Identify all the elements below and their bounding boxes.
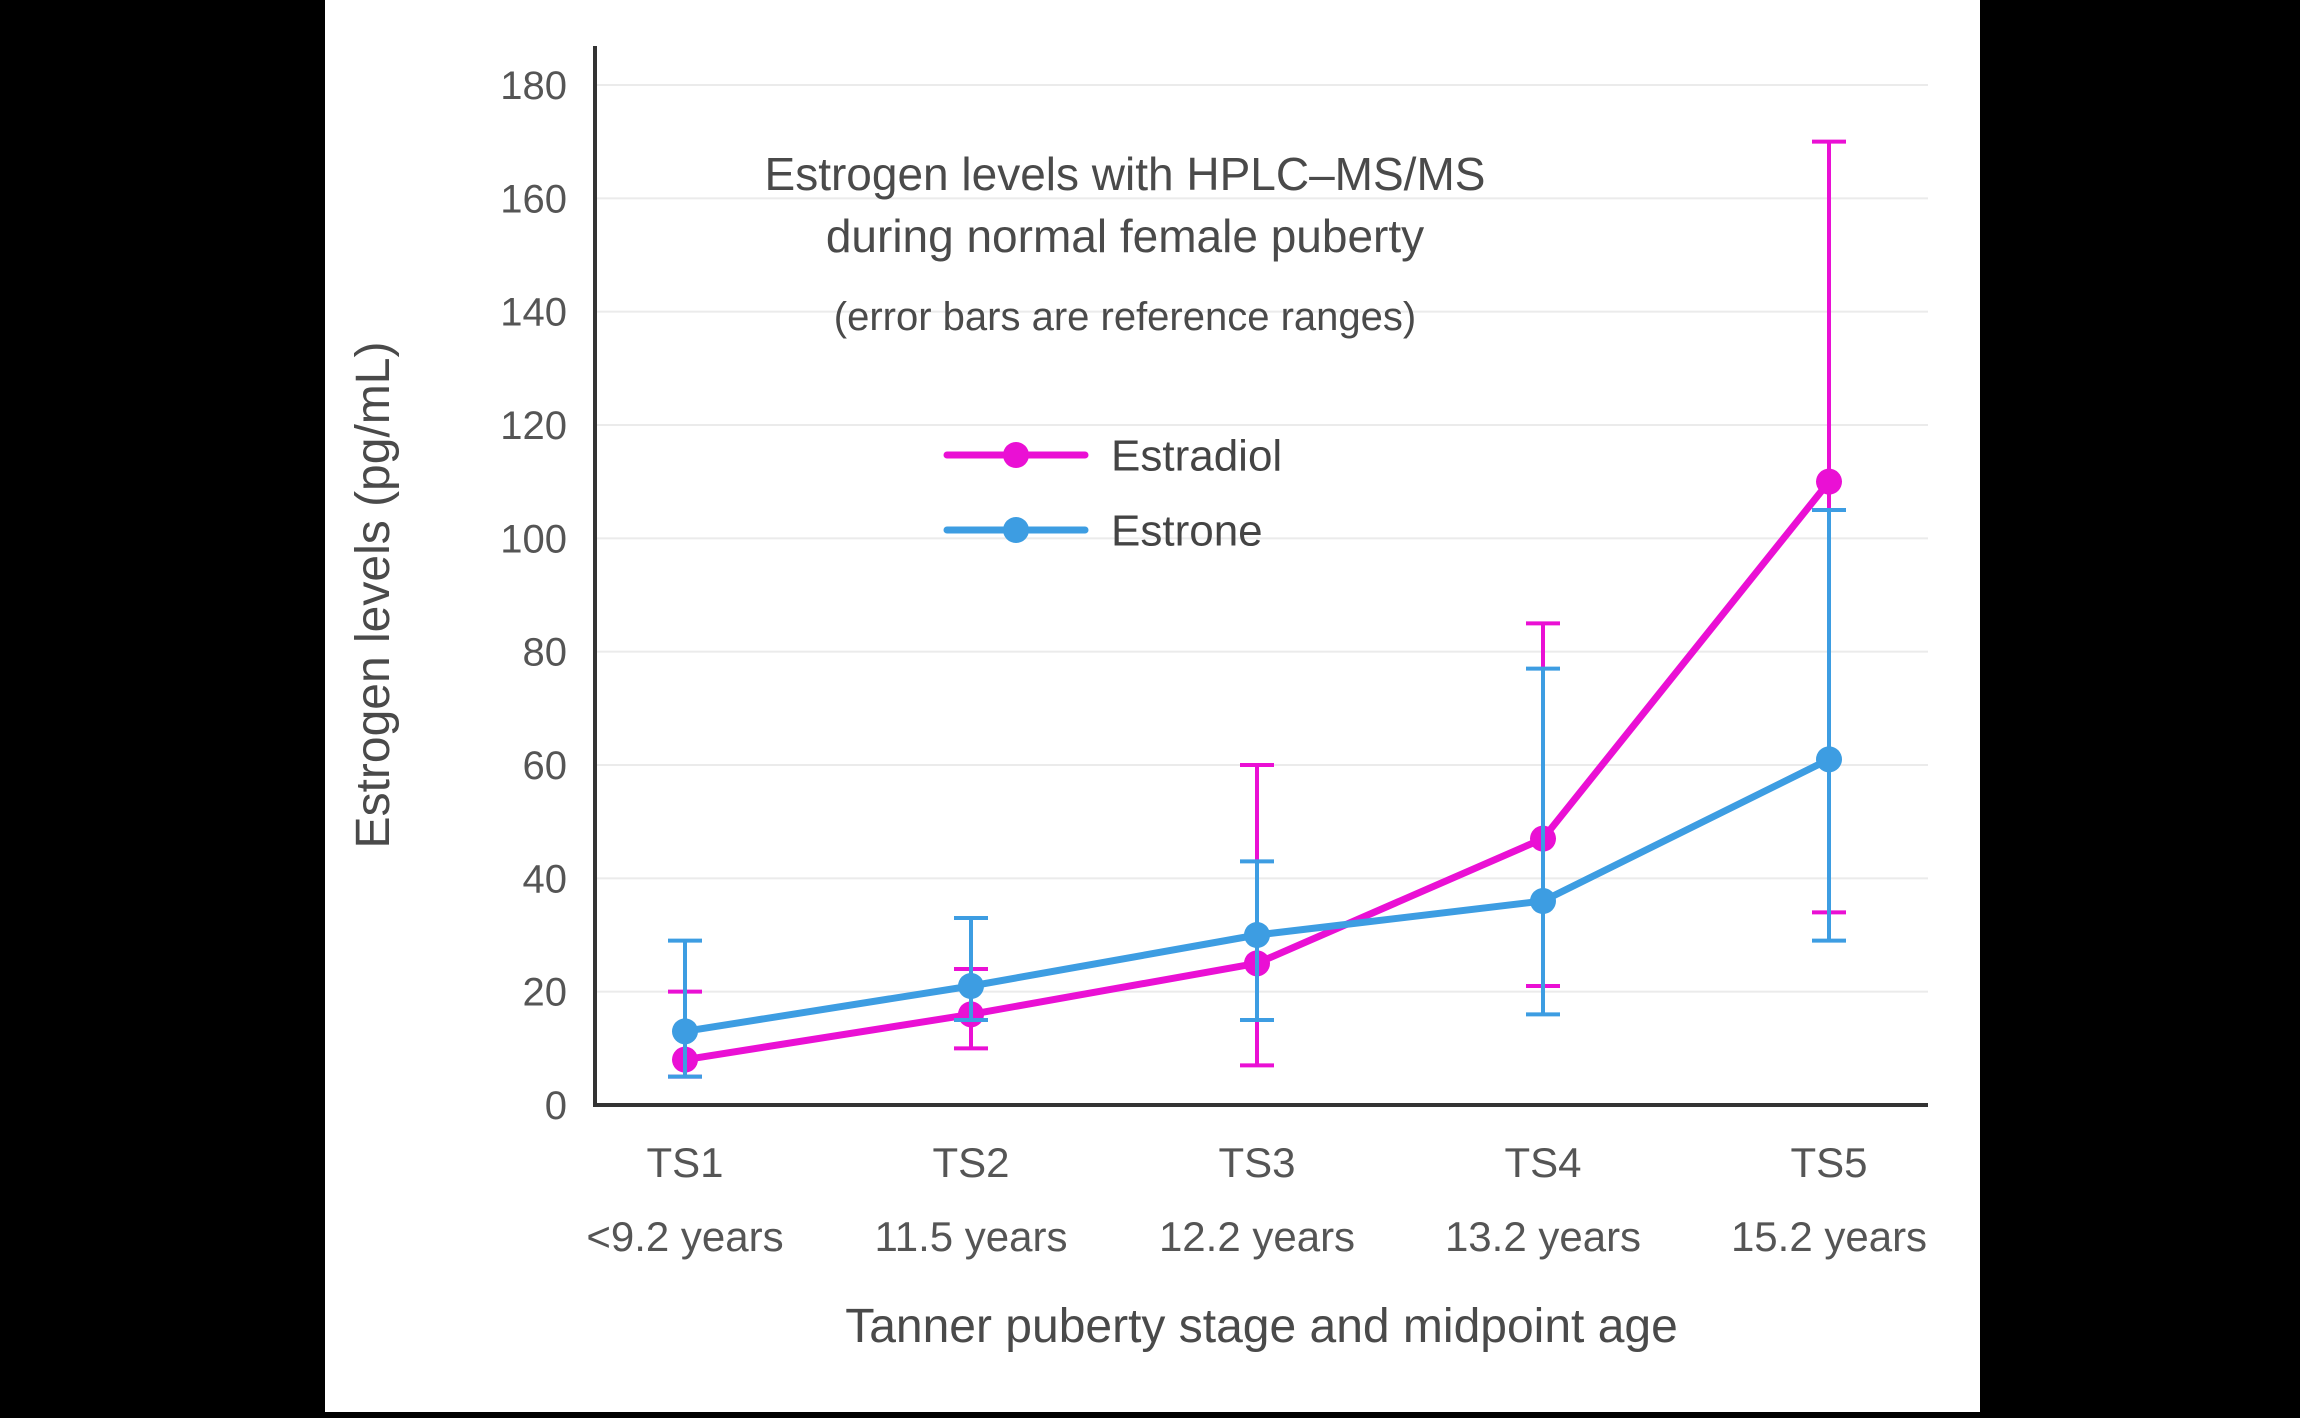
y-tick-label: 160 [500,177,567,221]
data-point-estrone [958,973,984,999]
axis-titles: Tanner puberty stage and midpoint age Est… [347,342,1678,1353]
y-tick-label: 60 [523,744,568,788]
chart-subtitle: (error bars are reference ranges) [834,295,1416,339]
x-tick-labels: TS1 <9.2 years TS2 11.5 years TS3 12.2 years T… [586,1139,1927,1260]
legend-item-estrone: Estrone [943,506,1263,555]
x-tick-label: TS1 [646,1139,723,1186]
x-tick-sublabel: 11.5 years [875,1213,1068,1260]
legend: Estradiol Estrone [943,431,1282,555]
x-axis-title: Tanner puberty stage and midpoint age [845,1300,1678,1353]
y-tick-label: 80 [523,631,568,675]
legend-marker-estradiol [1003,442,1029,468]
data-point-estrone [1816,746,1842,773]
chart-title-line2: during normal female puberty [826,210,1424,262]
legend-label-estrone: Estrone [1111,506,1263,555]
gridlines [595,84,1928,993]
chart-panel: 0 20 40 60 80 100 120 140 160 180 TS1 <9.2 years TS2… [325,0,1980,1412]
y-tick-label: 100 [500,517,567,561]
x-tick-sublabel: 13.2 years [1445,1213,1641,1260]
x-tick-sublabel: <9.2 years [586,1213,783,1260]
x-tick-label: TS2 [932,1139,1009,1186]
y-tick-label: 20 [523,971,568,1015]
x-tick-sublabel: 12.2 years [1159,1213,1355,1260]
x-tick-label: TS5 [1790,1139,1867,1186]
data-point-estradiol [1816,468,1842,495]
estrogen-levels-chart: 0 20 40 60 80 100 120 140 160 180 TS1 <9.2 years TS2… [347,46,1928,1353]
y-tick-labels: 0 20 40 60 80 100 120 140 160 180 [500,64,567,1128]
legend-marker-estrone [1003,517,1029,543]
series-estrone [668,508,1846,1079]
data-point-estrone [1530,888,1556,914]
x-tick-label: TS3 [1218,1139,1295,1186]
data-point-estrone [672,1018,698,1045]
y-axis-title: Estrogen levels (pg/mL) [347,342,400,849]
legend-item-estradiol: Estradiol [943,431,1282,480]
x-tick-label: TS4 [1504,1139,1581,1186]
chart-header: Estrogen levels with HPLC–MS/MS during no… [765,148,1486,339]
y-tick-label: 180 [500,64,567,108]
chart-title-line1: Estrogen levels with HPLC–MS/MS [765,148,1486,200]
legend-label-estradiol: Estradiol [1111,431,1282,480]
y-tick-label: 140 [500,291,567,335]
y-tick-label: 40 [523,857,568,901]
y-tick-label: 120 [500,404,567,448]
x-tick-sublabel: 15.2 years [1731,1213,1927,1260]
data-point-estrone [1244,922,1270,948]
axes [593,46,1928,1107]
y-tick-label: 0 [545,1084,567,1128]
